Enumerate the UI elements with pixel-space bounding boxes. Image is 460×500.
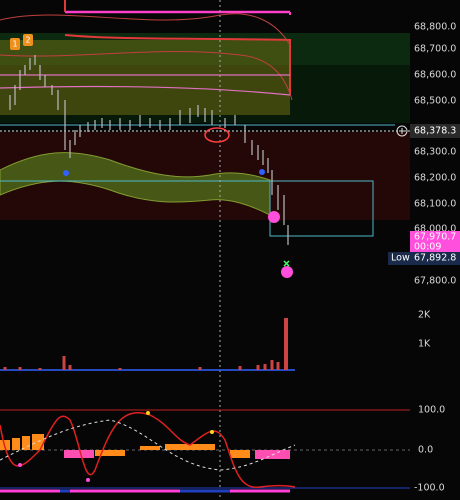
volume-label: 1K xyxy=(418,339,431,350)
low-price: 67,892.8 xyxy=(414,253,456,264)
countdown: 00:09 xyxy=(414,242,441,253)
highlight-circle xyxy=(204,127,230,143)
osc-dot xyxy=(86,478,90,482)
blue-dot xyxy=(259,169,265,175)
last-price-tag xyxy=(410,124,460,138)
oscillator-line xyxy=(0,412,296,488)
price-label: 68,200.0 xyxy=(414,173,456,184)
osc-dot xyxy=(146,411,150,415)
low-label-bg xyxy=(388,252,410,265)
oscillator-label: 100.0 xyxy=(418,405,445,416)
volume-label: 2K xyxy=(418,310,431,321)
x-mark xyxy=(283,260,290,267)
volume-spike xyxy=(284,318,288,370)
olive-band xyxy=(0,40,290,115)
oscillator-label: 0.0 xyxy=(418,445,433,456)
red-curve-top xyxy=(0,13,291,46)
pink-dot xyxy=(268,211,280,223)
price-label: 68,800.0 xyxy=(414,22,456,33)
pink-lines xyxy=(0,74,291,96)
histogram-neg xyxy=(64,450,290,459)
volume-bars xyxy=(3,356,280,370)
red-channel xyxy=(64,0,291,95)
candles xyxy=(9,55,289,245)
low-price-bg xyxy=(410,252,460,265)
marker-label: 2 xyxy=(25,36,30,45)
oscillator-label: -100.0 xyxy=(414,483,445,494)
blue-dot xyxy=(63,170,69,176)
current-price-tag xyxy=(410,231,460,252)
price-label: 68,300.0 xyxy=(414,147,456,158)
marker-badge xyxy=(10,38,20,50)
marker-label: 1 xyxy=(12,40,17,49)
current-price: 67,970.7 xyxy=(414,232,456,243)
cyan-box xyxy=(269,180,374,237)
price-label: 68,500.0 xyxy=(414,96,456,107)
crosshair-plus-icon xyxy=(399,128,405,134)
low-label: Low xyxy=(391,253,410,264)
price-label: 68,600.0 xyxy=(414,70,456,81)
red-curve-mid xyxy=(0,50,293,101)
price-label: 68,000.0 xyxy=(414,224,456,235)
pink-dot xyxy=(281,266,293,278)
price-label: 68,100.0 xyxy=(414,199,456,210)
last-price: 68,378.3 xyxy=(414,126,456,137)
price-label: 67,800.0 xyxy=(414,276,456,287)
crosshair-plus[interactable] xyxy=(396,125,408,137)
osc-dot xyxy=(210,430,214,434)
osc-dot xyxy=(18,463,22,467)
marker-badge xyxy=(23,34,33,46)
price-label: 68,700.0 xyxy=(414,44,456,55)
